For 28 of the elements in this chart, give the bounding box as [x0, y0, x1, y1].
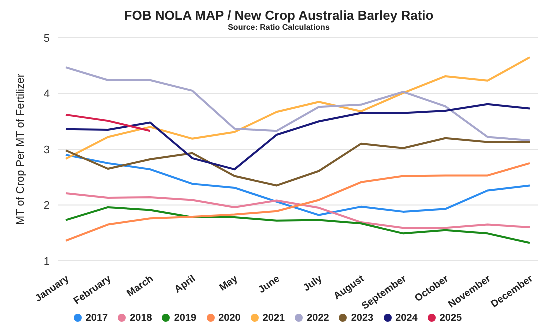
line-series: [65, 192, 531, 230]
legend-label: 2022: [307, 313, 330, 324]
legend-label: 2017: [86, 313, 108, 324]
line-series: [65, 206, 531, 244]
x-tick-label: July: [302, 273, 325, 294]
line-series: [65, 137, 531, 187]
legend-label: 2020: [218, 313, 241, 324]
line-series: [65, 66, 531, 142]
chart-subtitle: Source: Ratio Calculations: [227, 23, 331, 32]
legend-label: 2023: [351, 313, 374, 324]
x-tick-label: May: [218, 273, 240, 294]
y-tick-label: 5: [44, 32, 50, 45]
legend-label: 2018: [130, 313, 152, 324]
y-tick-label: 2: [44, 200, 50, 212]
legend-label: 2019: [174, 313, 197, 324]
y-axis-title: MT of Crop Per MT of Fertilizer: [14, 74, 27, 226]
y-tick-label: 3: [44, 144, 50, 156]
chart-title: FOB NOLA MAP / New Crop Australia Barley Ratio: [123, 8, 435, 23]
y-tick-label: 1: [44, 256, 50, 268]
line-series: [65, 56, 531, 160]
legend-label: 2021: [262, 313, 286, 324]
legend-label: 2025: [440, 313, 462, 324]
line-series: [65, 162, 531, 242]
line-series: [65, 103, 531, 171]
legend-label: 2024: [396, 313, 418, 324]
line-series: [65, 154, 531, 216]
y-tick-label: 4: [44, 88, 50, 101]
x-tick-label: June: [256, 273, 283, 296]
